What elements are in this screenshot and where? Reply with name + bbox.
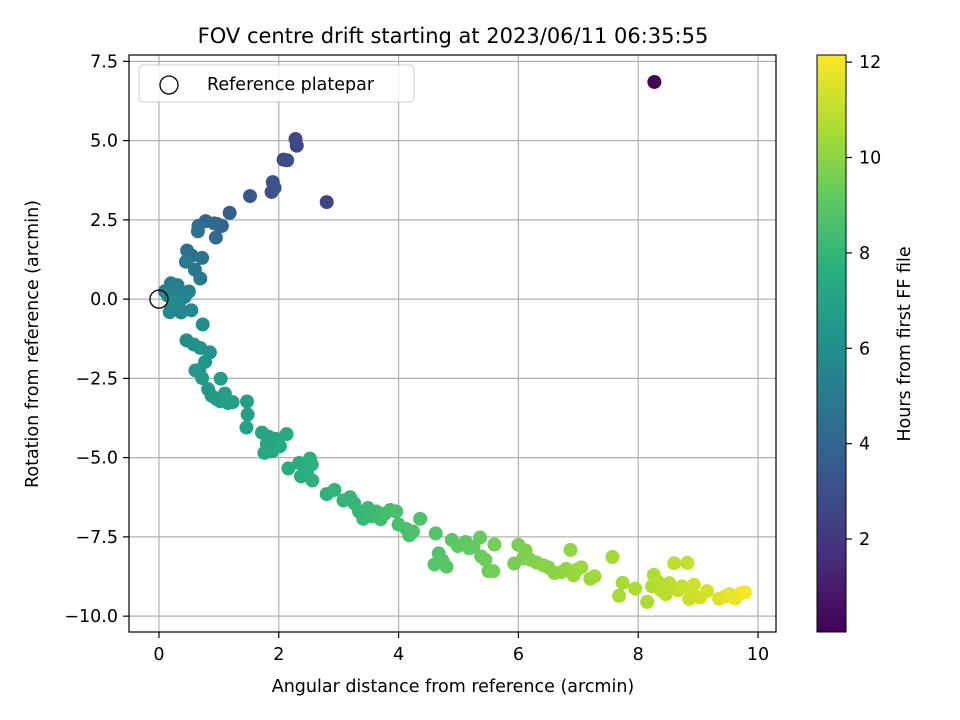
data-point bbox=[168, 293, 183, 308]
x-axis-label: Angular distance from reference (arcmin) bbox=[272, 677, 635, 697]
data-point bbox=[208, 230, 223, 245]
data-point bbox=[389, 504, 404, 519]
x-tick-label: 6 bbox=[513, 645, 524, 665]
y-tick-label: −10.0 bbox=[64, 607, 118, 627]
colorbar-tick-label: 4 bbox=[859, 435, 870, 455]
data-point bbox=[243, 189, 258, 204]
data-point bbox=[265, 175, 280, 190]
data-point bbox=[239, 420, 254, 435]
y-axis-label: Rotation from reference (arcmin) bbox=[23, 200, 43, 488]
data-point bbox=[195, 250, 210, 265]
colorbar-tick-label: 6 bbox=[859, 339, 870, 359]
legend-open-circle-icon bbox=[159, 75, 179, 95]
data-point bbox=[737, 585, 752, 600]
colorbar: 2 4 6 8 10 12 Hours from first FF file bbox=[816, 53, 915, 633]
data-point bbox=[327, 482, 342, 497]
data-point bbox=[279, 427, 294, 442]
data-point bbox=[217, 386, 232, 401]
data-point bbox=[222, 205, 237, 220]
data-point bbox=[686, 577, 701, 592]
data-point bbox=[257, 445, 272, 460]
y-axis-ticks: 7.5 5.0 2.5 0.0 −2.5 −5.0 −7.5 −10.0 bbox=[64, 52, 129, 627]
x-tick-label: 8 bbox=[633, 645, 644, 665]
data-point bbox=[473, 530, 488, 545]
x-tick-label: 0 bbox=[153, 645, 164, 665]
reference-platepar-marker bbox=[149, 289, 169, 309]
colorbar-gradient bbox=[816, 54, 847, 633]
data-point bbox=[647, 74, 662, 89]
y-tick-label: −5.0 bbox=[76, 449, 119, 469]
data-point bbox=[288, 132, 303, 147]
data-point bbox=[195, 317, 210, 332]
data-point bbox=[667, 556, 682, 571]
data-point bbox=[207, 216, 222, 231]
colorbar-tick-label: 12 bbox=[859, 53, 881, 73]
data-point bbox=[240, 407, 255, 422]
data-point bbox=[605, 549, 620, 564]
legend: Reference platepar bbox=[138, 64, 415, 103]
data-point bbox=[439, 559, 454, 574]
data-point bbox=[302, 451, 317, 466]
data-point bbox=[272, 439, 287, 454]
data-point bbox=[281, 461, 296, 476]
data-point bbox=[280, 153, 295, 168]
legend-label: Reference platepar bbox=[207, 75, 375, 95]
y-tick-label: 0.0 bbox=[90, 290, 118, 310]
data-point bbox=[184, 303, 199, 318]
y-tick-label: −2.5 bbox=[76, 369, 119, 389]
x-axis-ticks: 0 2 4 6 8 10 bbox=[153, 632, 769, 665]
data-point bbox=[193, 271, 208, 286]
data-point bbox=[305, 473, 320, 488]
data-point bbox=[428, 526, 443, 541]
data-point bbox=[178, 254, 193, 269]
data-point bbox=[612, 588, 627, 603]
data-point bbox=[319, 195, 334, 210]
colorbar-tick-label: 8 bbox=[859, 244, 870, 264]
data-points bbox=[157, 74, 752, 609]
data-point bbox=[240, 394, 255, 409]
data-point bbox=[190, 224, 205, 239]
data-point bbox=[487, 537, 502, 552]
data-point bbox=[405, 524, 420, 539]
y-tick-label: 5.0 bbox=[90, 132, 118, 152]
data-point bbox=[563, 542, 578, 557]
chart-title: FOV centre drift starting at 2023/06/11 … bbox=[198, 24, 709, 48]
y-tick-label: 2.5 bbox=[90, 211, 118, 231]
data-point bbox=[680, 555, 695, 570]
data-point bbox=[615, 575, 630, 590]
x-tick-label: 4 bbox=[393, 645, 404, 665]
reference-marker bbox=[149, 289, 169, 309]
x-tick-label: 10 bbox=[747, 645, 769, 665]
legend-box bbox=[138, 64, 415, 103]
colorbar-tick-label: 10 bbox=[859, 149, 881, 169]
data-point bbox=[628, 581, 643, 596]
data-point bbox=[587, 569, 602, 584]
plot-frame bbox=[128, 54, 777, 633]
y-tick-label: 7.5 bbox=[90, 52, 118, 72]
data-point bbox=[162, 305, 177, 320]
data-point bbox=[292, 456, 307, 471]
colorbar-tick-label: 2 bbox=[859, 530, 870, 550]
x-tick-label: 2 bbox=[273, 645, 284, 665]
y-tick-label: −7.5 bbox=[76, 528, 119, 548]
data-point bbox=[188, 363, 203, 378]
data-point bbox=[640, 594, 655, 609]
data-point bbox=[700, 584, 715, 599]
data-point bbox=[478, 552, 493, 567]
data-point bbox=[213, 371, 228, 386]
colorbar-ticks: 2 4 6 8 10 12 bbox=[846, 53, 881, 550]
data-point bbox=[486, 564, 501, 579]
data-point bbox=[413, 511, 428, 526]
colorbar-label: Hours from first FF file bbox=[895, 246, 915, 441]
data-point bbox=[658, 587, 673, 602]
data-point bbox=[574, 560, 589, 575]
